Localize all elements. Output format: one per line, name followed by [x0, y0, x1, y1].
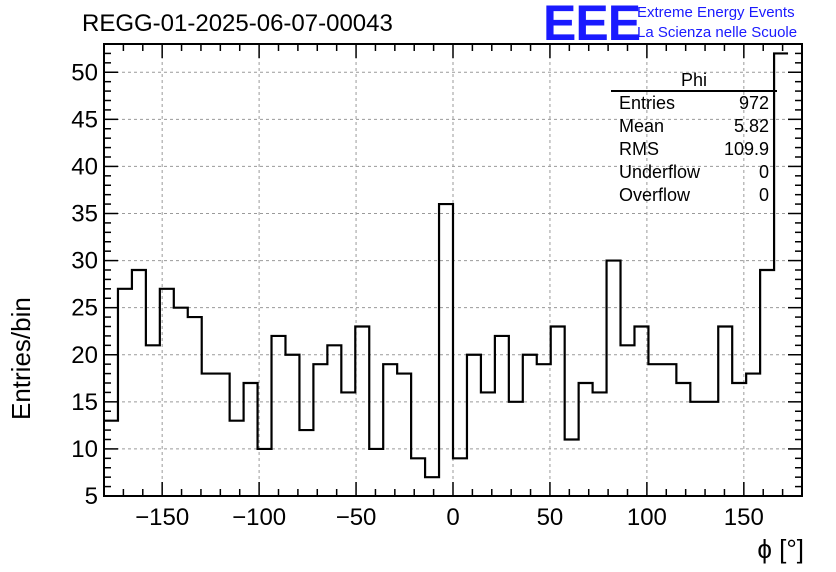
y-tick-label: 5	[85, 483, 98, 510]
tick-labels: −150 −100 −50 0 50 100 150 5 10 15 20 25 30 35 40 45 50	[71, 59, 764, 531]
stats-value: 109.9	[723, 139, 769, 159]
stats-title: Phi	[611, 70, 777, 92]
stats-box: Phi Entries 972 Mean 5.82 RMS 109.9 Unde…	[611, 70, 777, 207]
stats-row: Mean 5.82	[611, 115, 777, 138]
y-tick-label: 20	[71, 342, 98, 369]
histogram-line	[104, 52, 789, 479]
x-tick-label: 0	[446, 504, 459, 531]
y-tick-label: 30	[71, 248, 98, 275]
y-tick-label: 45	[71, 106, 98, 133]
x-tick-label: −50	[336, 504, 377, 531]
stats-row: Overflow 0	[611, 184, 777, 207]
stats-label: Overflow	[619, 185, 691, 205]
y-tick-label: 50	[71, 59, 98, 86]
stats-value: 5.82	[733, 116, 769, 136]
y-tick-label: 35	[71, 201, 98, 228]
logo-line1: Extreme Energy Events	[637, 4, 795, 21]
stats-value: 972	[738, 93, 769, 113]
y-tick-label: 10	[71, 436, 98, 463]
x-tick-label: −150	[135, 504, 189, 531]
y-tick-label: 15	[71, 389, 98, 416]
x-tick-label: 50	[537, 504, 564, 531]
chart-title: REGG-01-2025-06-07-00043	[82, 10, 393, 37]
logo-mark: EEE	[543, 0, 641, 51]
x-axis-label: ϕ [°]	[757, 534, 804, 564]
stats-row: RMS 109.9	[611, 138, 777, 161]
stats-value: 0	[758, 162, 769, 182]
stats-value: 0	[758, 185, 769, 205]
stats-label: RMS	[619, 139, 659, 159]
y-tick-label: 25	[71, 295, 98, 322]
stats-row: Entries 972	[611, 92, 777, 115]
stats-label: Mean	[619, 116, 665, 136]
logo-line2: La Scienza nelle Scuole	[637, 24, 798, 41]
x-tick-label: 100	[627, 504, 667, 531]
x-tick-label: −100	[232, 504, 286, 531]
y-tick-label: 40	[71, 153, 98, 180]
stats-row: Underflow 0	[611, 161, 777, 184]
stats-label: Underflow	[619, 162, 701, 182]
axes	[103, 43, 803, 497]
x-tick-label: 150	[724, 504, 764, 531]
stats-label: Entries	[619, 93, 676, 113]
